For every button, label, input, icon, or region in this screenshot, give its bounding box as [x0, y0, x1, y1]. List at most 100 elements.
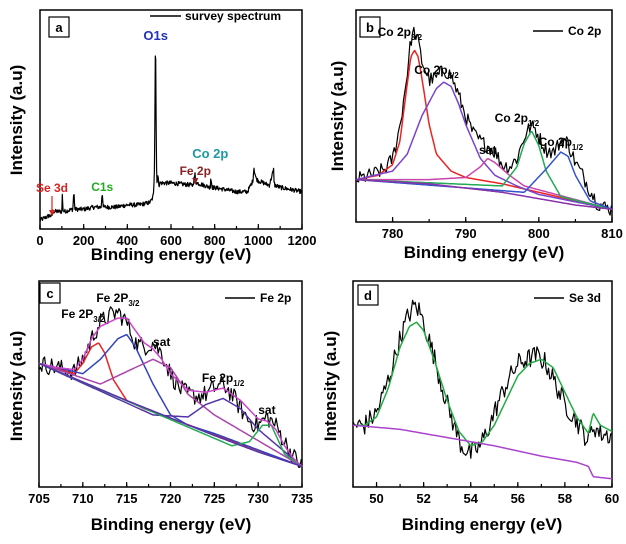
panel-d-ylabel: Intensity (a.u) [321, 331, 340, 442]
panel-d-series-0 [352, 299, 613, 459]
panel-b-ticks: 780 790 800 810 [355, 217, 623, 241]
panel-b-series-0 [355, 26, 612, 216]
panel-b-xlabel: Binding energy (eV) [404, 243, 565, 262]
panel-a-xtick-label: 1000 [244, 233, 273, 248]
panel-d-xtick-label: 52 [416, 491, 430, 506]
panel-c-ticks: 705 710 715 720 725 730 735 [28, 482, 313, 506]
panel-b-legend-label: Co 2p [568, 24, 601, 38]
annotation-o1s: O1s [143, 28, 168, 43]
panel-d-xlabel: Binding energy (eV) [402, 515, 563, 534]
arrow-se3d-head [49, 210, 56, 216]
annotation-fe2p32-a-sub: 3/2 [93, 315, 105, 324]
annotation-fe2p: Fe 2p [180, 164, 211, 178]
panel-a-frame [39, 9, 303, 230]
annotation-c1s: C1s [91, 180, 113, 194]
annotation-fe2p12-sub: 1/2 [233, 379, 245, 388]
panel-d-xtick-label: 50 [369, 491, 383, 506]
panel-a-ticks: 0 200 400 600 800 1000 1200 [36, 224, 316, 248]
panel-b-series-6 [355, 178, 613, 211]
panel-c-series [38, 306, 303, 468]
panel-c-ylabel: Intensity (a.u) [7, 331, 26, 442]
panel-c-series-6 [38, 317, 303, 467]
panel-a-xtick-label: 800 [204, 233, 226, 248]
annotation-co2p32-a-text: Co 2p [378, 25, 411, 39]
panel-d-series-2 [352, 424, 613, 480]
panel-a: a survey spectrum 0 200 400 600 800 1000 1200 … [7, 9, 316, 264]
panel-c-xlabel: Binding energy (eV) [91, 515, 252, 534]
panel-a-xlabel: Binding energy (eV) [91, 245, 252, 264]
panel-c-series-2 [38, 333, 303, 468]
panel-c-series-3 [38, 358, 303, 468]
panel-a-xtick-label: 400 [116, 233, 138, 248]
annotation-fe2p32-b-text: Fe 2P [96, 291, 128, 305]
panel-b-xtick-label: 790 [455, 226, 477, 241]
annotation-co2p32-a: Co 2p3/2 [378, 25, 423, 42]
annotation-co2p12-a-text: Co 2p [495, 111, 528, 125]
annotation-co2p32-b-sub: 3/2 [448, 71, 460, 80]
panel-d-xtick-label: 56 [511, 491, 525, 506]
panel-b: b Co 2p 780 790 800 810 Binding energy (eV)… [328, 9, 623, 262]
panel-d-xtick-label: 60 [605, 491, 619, 506]
panel-d-series-1 [353, 321, 613, 447]
panel-c-xtick-label: 735 [291, 491, 313, 506]
panel-b-frame [355, 9, 613, 223]
panel-c-series-4 [38, 362, 303, 467]
panel-c-legend-label: Fe 2p [260, 291, 291, 305]
panel-a-id: a [55, 20, 63, 35]
annotation-co2p12-b: Co 2p1/2 [539, 135, 584, 152]
panel-a-id-box [48, 16, 70, 38]
annotation-fe2p32-a: Fe 2P3/2 [61, 307, 105, 324]
panel-d-series [352, 299, 613, 480]
annotation-fe2p12: Fe 2p1/2 [202, 371, 245, 388]
panel-d-ticks: 50 52 54 56 58 60 [352, 482, 619, 506]
panel-a-xtick-label: 200 [73, 233, 95, 248]
annotation-co2p32-b-text: Co 2p [414, 63, 447, 77]
panel-c-xtick-label: 725 [203, 491, 225, 506]
arrow-fe2p-head [192, 178, 199, 185]
panel-b-series-3 [356, 158, 613, 211]
panel-a-xtick-label: 1200 [288, 233, 317, 248]
panel-a-series [39, 55, 303, 222]
panel-c-xtick-label: 720 [160, 491, 182, 506]
annotation-co2p12-b-sub: 1/2 [572, 143, 584, 152]
panel-b-id-box [359, 16, 381, 38]
annotation-co2p12-a: Co 2p1/2 [495, 111, 540, 128]
panel-c-xtick-label: 730 [247, 491, 269, 506]
panel-a-legend-label: survey spectrum [185, 9, 281, 23]
panel-b-series [355, 26, 613, 216]
panel-d-legend-label: Se 3d [569, 291, 601, 305]
annotation-sat: sat [479, 143, 496, 157]
panel-a-series-0 [39, 55, 303, 222]
panel-b-xtick-label: 810 [601, 226, 623, 241]
annotation-co2p: Co 2p [192, 146, 228, 161]
annotation-co2p32-a-sub: 3/2 [411, 33, 423, 42]
annotation-co2p12-a-sub: 1/2 [528, 119, 540, 128]
annotation-sat-c2: sat [258, 403, 275, 417]
panel-b-id: b [366, 20, 374, 35]
panel-c-xtick-label: 705 [28, 491, 50, 506]
panel-c-xtick-label: 710 [72, 491, 94, 506]
annotation-fe2p32-b: Fe 2P3/2 [96, 291, 140, 308]
panel-c-xtick-label: 715 [116, 491, 138, 506]
annotation-sat-c1: sat [153, 335, 170, 349]
annotation-fe2p32-a-text: Fe 2P [61, 307, 93, 321]
panel-a-ylabel: Intensity (a.u) [7, 65, 26, 176]
annotation-fe2p12-text: Fe 2p [202, 371, 233, 385]
panel-b-ylabel: Intensity (a.u) [328, 61, 347, 172]
panel-d-frame [352, 280, 613, 488]
panel-c: c Fe 2p 705 710 715 720 725 730 735 Binding en… [7, 280, 313, 534]
panel-c-id: c [46, 286, 53, 301]
panel-d-id: d [364, 288, 372, 303]
annotation-se3d: Se 3d [36, 181, 68, 195]
panel-c-series-7 [38, 362, 303, 468]
panel-c-id-box [39, 282, 61, 304]
panel-b-xtick-label: 780 [382, 226, 404, 241]
panel-d-id-box [357, 284, 379, 306]
panel-d: d Se 3d 50 52 54 56 58 60 Binding energy (eV)… [321, 280, 619, 534]
annotation-co2p12-b-text: Co 2p [539, 135, 572, 149]
annotation-fe2p32-b-sub: 3/2 [128, 299, 140, 308]
panel-a-xtick-label: 0 [36, 233, 43, 248]
panel-d-xtick-label: 54 [463, 491, 478, 506]
panel-b-xtick-label: 800 [528, 226, 550, 241]
